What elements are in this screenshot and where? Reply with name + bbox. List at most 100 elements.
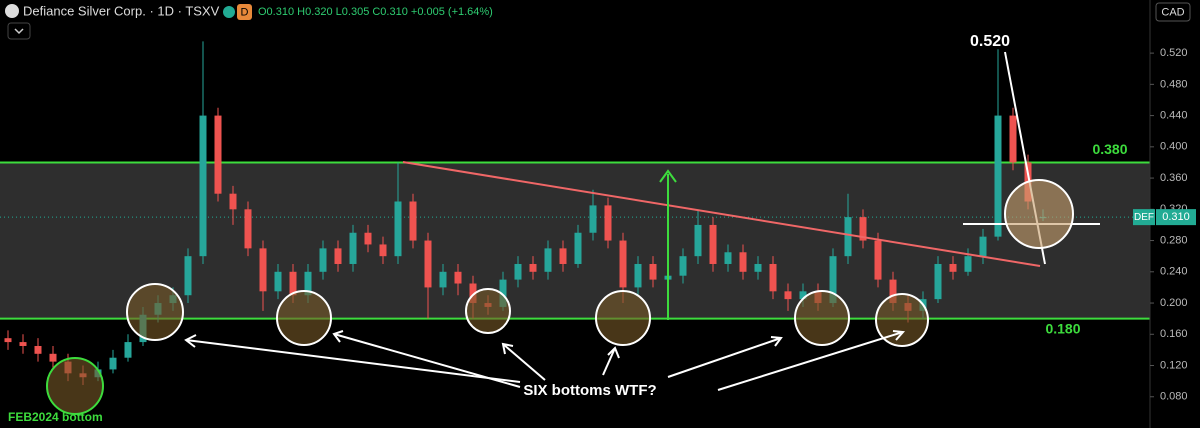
y-tick-label: 0.440 bbox=[1160, 109, 1188, 121]
feb-label: FEB2024 bottom bbox=[8, 410, 103, 424]
candle-body bbox=[619, 240, 627, 288]
candle-body bbox=[679, 256, 687, 276]
ohlc: O0.310 H0.320 L0.305 C0.310 +0.005 (+1.6… bbox=[258, 6, 493, 18]
candle-body bbox=[739, 252, 747, 272]
y-tick-label: 0.160 bbox=[1160, 328, 1188, 340]
arrow-head bbox=[184, 334, 197, 348]
candle-body bbox=[799, 291, 807, 300]
level-label: 0.180 bbox=[1045, 320, 1080, 336]
candle-body bbox=[424, 240, 432, 288]
y-tick-label: 0.240 bbox=[1160, 266, 1188, 278]
feb-circle bbox=[46, 357, 104, 415]
candle-body bbox=[964, 256, 972, 272]
candle-body bbox=[49, 353, 57, 362]
candle-body bbox=[4, 338, 12, 343]
candle-body bbox=[859, 217, 867, 241]
y-tick-label: 0.200 bbox=[1160, 297, 1188, 309]
candle-body bbox=[514, 263, 522, 280]
candle-body bbox=[319, 248, 327, 272]
arrow bbox=[717, 331, 904, 391]
candle-body bbox=[409, 201, 417, 241]
current-circle bbox=[1004, 179, 1074, 249]
bottom-circle bbox=[465, 288, 511, 334]
candle-body bbox=[574, 232, 582, 264]
arrow bbox=[333, 333, 521, 388]
candle-body bbox=[364, 232, 372, 245]
candle-body bbox=[589, 205, 597, 233]
candle-body bbox=[394, 201, 402, 257]
last-price-box bbox=[1156, 209, 1196, 226]
candle-body bbox=[529, 263, 537, 272]
candle-body bbox=[124, 342, 132, 358]
arrow bbox=[667, 337, 782, 378]
currency-button[interactable] bbox=[1155, 2, 1191, 22]
y-tick-label: 0.400 bbox=[1160, 141, 1188, 153]
candle-body bbox=[844, 217, 852, 257]
y-tick-label: 0.280 bbox=[1160, 234, 1188, 246]
last-price-label: 0.310 bbox=[1162, 211, 1190, 223]
candle-body bbox=[454, 271, 462, 284]
candle-body bbox=[1009, 115, 1017, 163]
level-label: 0.380 bbox=[1092, 141, 1127, 157]
y-tick-label: 0.120 bbox=[1160, 359, 1188, 371]
candle-body bbox=[184, 256, 192, 296]
candle-body bbox=[769, 263, 777, 292]
badge-box bbox=[237, 4, 252, 20]
candle-body bbox=[259, 248, 267, 292]
bottom-circle bbox=[595, 290, 651, 346]
symbol-icon bbox=[5, 4, 19, 18]
arrows bbox=[184, 330, 906, 391]
badge: D bbox=[241, 6, 249, 18]
bottom-circle bbox=[794, 290, 850, 346]
candle-body bbox=[544, 248, 552, 272]
candle-body bbox=[469, 283, 477, 304]
candle-body bbox=[274, 271, 282, 292]
y-tick-label: 0.480 bbox=[1160, 78, 1188, 90]
bottom-circle bbox=[875, 293, 929, 347]
arrow bbox=[502, 343, 546, 381]
arrow-head bbox=[659, 169, 677, 183]
y-tick-label: 0.080 bbox=[1160, 391, 1188, 403]
candle-body bbox=[304, 271, 312, 296]
symbol: Defiance Silver Corp. · 1D · TSXV bbox=[23, 3, 220, 18]
bottom-circle bbox=[126, 283, 184, 341]
candle-body bbox=[289, 271, 297, 296]
candle-body bbox=[754, 263, 762, 272]
candle-body bbox=[694, 224, 702, 257]
chevron bbox=[14, 28, 24, 35]
candle-body bbox=[724, 252, 732, 264]
candle-body bbox=[634, 263, 642, 288]
candle-body bbox=[439, 271, 447, 288]
candle-body bbox=[829, 256, 837, 304]
candle-body bbox=[874, 240, 882, 280]
candle-body bbox=[244, 209, 252, 249]
currency: CAD bbox=[1161, 6, 1184, 18]
candle-body bbox=[784, 291, 792, 300]
y-tick-label: 0.520 bbox=[1160, 47, 1188, 59]
arrow-head bbox=[501, 342, 514, 355]
candle-body bbox=[334, 248, 342, 264]
peak-label: 0.520 bbox=[970, 33, 1010, 50]
candle-body bbox=[499, 279, 507, 307]
trend-line bbox=[402, 161, 1041, 267]
candle-body bbox=[199, 115, 207, 257]
y-tick-label: 0.360 bbox=[1160, 172, 1188, 184]
status-dot bbox=[223, 6, 235, 18]
candle-body bbox=[649, 263, 657, 280]
candle-body bbox=[949, 263, 957, 272]
candle-body bbox=[349, 232, 357, 264]
arrow-head bbox=[892, 330, 906, 341]
candle-body bbox=[934, 263, 942, 300]
candle-body bbox=[34, 345, 42, 354]
arrow-head bbox=[332, 330, 344, 343]
bottom-circle bbox=[276, 290, 332, 346]
arrow bbox=[185, 339, 521, 383]
ticker-box bbox=[1133, 209, 1155, 226]
arrow bbox=[602, 347, 616, 376]
candle-body bbox=[109, 357, 117, 370]
collapse-button[interactable] bbox=[7, 22, 31, 40]
plot bbox=[0, 41, 1150, 386]
candle-body bbox=[889, 279, 897, 304]
